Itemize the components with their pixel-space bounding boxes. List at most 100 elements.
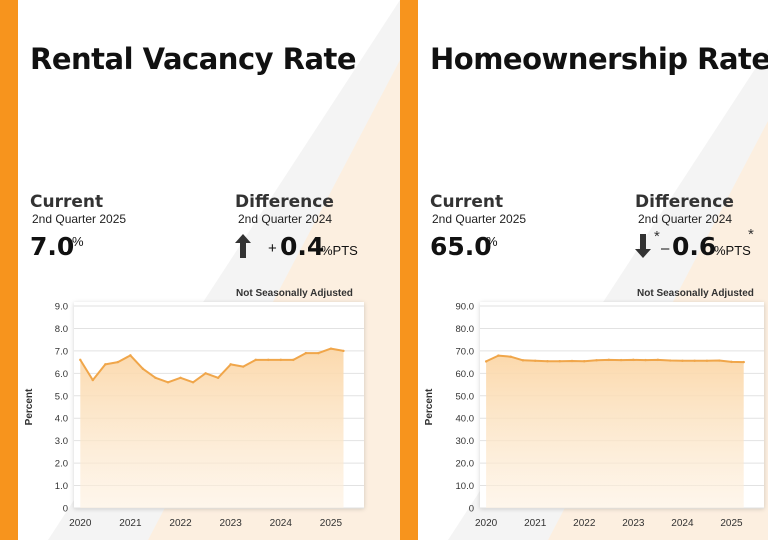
data-point (607, 358, 610, 362)
x-tick-label: 2021 (119, 518, 142, 529)
data-point (705, 359, 709, 362)
x-tick-label: 2023 (220, 518, 243, 529)
x-tick-label: 2025 (720, 518, 743, 529)
current-period: 2nd Quarter 2025 (32, 212, 127, 226)
data-point (317, 351, 320, 355)
x-tick-label: 2020 (475, 518, 498, 529)
data-point (267, 358, 270, 362)
rental-vacancy-chart: 0 1.0 2.0 3.0 4.0 5.0 6.0 7.0 8.0 9.0 2020 2021 2022… (24, 302, 364, 529)
y-tick-label: 80.0 (456, 324, 475, 335)
data-point (718, 359, 721, 362)
y-tick-label: 1.0 (55, 481, 68, 492)
current-period: 2nd Quarter 2025 (432, 212, 527, 226)
y-tick-label: 2.0 (55, 459, 68, 470)
data-point (546, 360, 549, 363)
y-axis-label: Percent (424, 388, 435, 425)
homeownership-chart: 0 10.0 20.0 30.0 40.0 50.0 60.0 70.0 80.0 90.0 202… (424, 302, 764, 529)
current-label: Current (30, 192, 104, 212)
adjustment-note: Not Seasonally Adjusted (637, 288, 754, 299)
difference-value: 0.4 (280, 232, 325, 261)
panel-title: Rental Vacancy Rate (30, 42, 357, 76)
data-point (570, 359, 574, 363)
y-tick-label: 60.0 (456, 369, 475, 380)
data-point (116, 360, 120, 364)
current-unit: % (72, 234, 84, 249)
difference-period: 2nd Quarter 2024 (638, 212, 733, 226)
difference-label: Difference (235, 192, 334, 212)
data-point (484, 360, 488, 363)
y-tick-label: 4.0 (55, 414, 68, 425)
data-point (497, 354, 500, 357)
data-point (304, 351, 308, 355)
data-point (329, 347, 333, 350)
accent-stripe-middle (400, 0, 418, 540)
x-tick-label: 2023 (622, 518, 645, 529)
rental-vacancy-panel: Rental Vacancy Rate Current 2nd Quarter … (18, 0, 400, 540)
data-point (595, 359, 598, 362)
data-point (644, 358, 647, 362)
data-point (509, 355, 512, 358)
difference-unit: %PTS (714, 243, 751, 258)
data-point (229, 363, 232, 366)
y-tick-label: 0 (63, 504, 68, 515)
arrow-down-icon (635, 234, 651, 258)
y-tick-label: 50.0 (456, 391, 475, 402)
y-tick-label: 3.0 (55, 436, 68, 447)
series-line (485, 354, 744, 364)
data-point (534, 359, 537, 362)
data-point (104, 363, 107, 366)
x-tick-label: 2021 (524, 518, 547, 529)
data-point (558, 360, 561, 363)
homeownership-panel: Homeownership Rate Current 2nd Quarter 2… (418, 0, 768, 540)
data-point (141, 367, 145, 371)
data-point (204, 372, 207, 375)
data-point (632, 358, 635, 362)
current-value: 7.0 (30, 232, 75, 261)
arrow-up-icon (235, 234, 251, 258)
y-tick-label: 40.0 (456, 414, 475, 425)
y-tick-label: 10.0 (456, 481, 475, 492)
data-point (521, 359, 525, 362)
y-axis-label: Percent (24, 388, 35, 425)
data-point (681, 359, 684, 362)
y-tick-label: 90.0 (456, 302, 475, 313)
y-tick-label: 6.0 (55, 369, 68, 380)
data-point (292, 358, 295, 362)
data-point (619, 358, 623, 362)
difference-value: 0.6 (672, 232, 717, 261)
y-tick-label: 0 (469, 504, 474, 515)
y-tick-label: 20.0 (456, 459, 475, 470)
x-tick-label: 2020 (69, 518, 92, 529)
data-point (342, 349, 345, 353)
current-unit: % (486, 234, 498, 249)
data-point (216, 376, 220, 380)
data-point (79, 358, 82, 362)
current-value: 65.0 (430, 232, 492, 261)
data-point (179, 376, 182, 380)
adjustment-note: Not Seasonally Adjusted (236, 288, 353, 299)
data-point (191, 381, 195, 384)
data-point (656, 358, 660, 362)
difference-sign: + (268, 240, 277, 257)
series-area (486, 355, 744, 508)
series-line (79, 347, 344, 384)
y-tick-label: 7.0 (55, 346, 68, 357)
x-tick-label: 2024 (270, 518, 293, 529)
accent-stripe-left (0, 0, 18, 540)
difference-period: 2nd Quarter 2024 (238, 212, 333, 226)
y-tick-label: 5.0 (55, 391, 68, 402)
panel-title: Homeownership Rate (430, 42, 768, 76)
data-point (742, 360, 745, 364)
difference-sign: – (661, 240, 670, 257)
y-tick-label: 8.0 (55, 324, 68, 335)
data-point (279, 358, 282, 362)
data-point (166, 381, 170, 384)
difference-unit: %PTS (321, 243, 358, 258)
data-point (154, 376, 157, 380)
data-point (242, 365, 245, 368)
data-point (583, 360, 586, 363)
difference-asterisk: * (654, 228, 660, 245)
difference-label: Difference (635, 192, 734, 212)
difference-unit-asterisk: * (748, 226, 754, 243)
